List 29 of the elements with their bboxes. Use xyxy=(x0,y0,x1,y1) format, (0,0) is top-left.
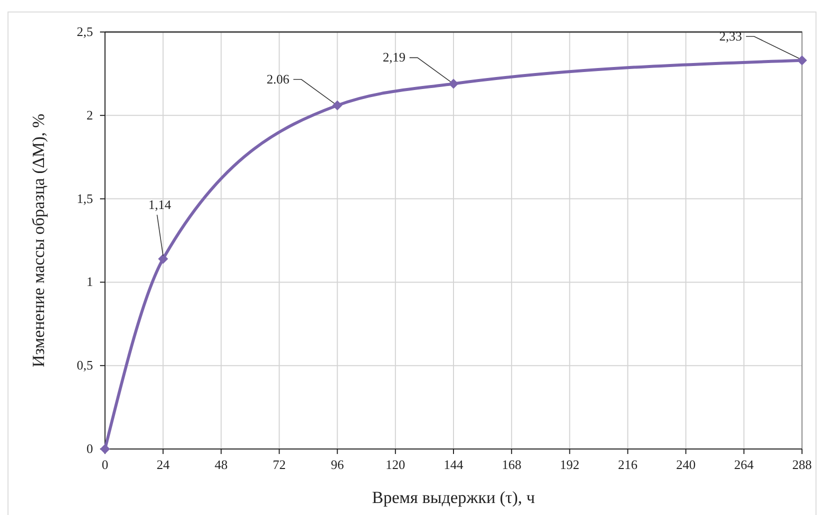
data-label: 1,14 xyxy=(148,196,172,212)
x-tick-label: 168 xyxy=(502,457,522,472)
data-label: 2,33 xyxy=(719,28,742,44)
x-tick-label: 216 xyxy=(618,457,638,472)
point xyxy=(797,55,807,66)
y-tick-label: 2 xyxy=(86,107,93,122)
point xyxy=(158,254,168,264)
x-axis-title: Время выдержки (τ), ч xyxy=(372,488,536,507)
x-tick-label: 192 xyxy=(560,457,580,472)
x-tick-label: 144 xyxy=(444,457,464,472)
y-tick-label: 0 xyxy=(86,441,93,456)
x-tick-label: 288 xyxy=(792,457,812,472)
y-axis-title: Изменение массы образца (ΔM), % xyxy=(29,114,48,368)
x-tick-label: 120 xyxy=(386,457,406,472)
y-tick-label: 0,5 xyxy=(76,358,93,373)
y-tick-label: 2,5 xyxy=(76,24,93,39)
y-tick-label: 1,5 xyxy=(76,190,93,206)
point xyxy=(448,78,458,89)
point xyxy=(332,100,342,110)
data-label: 2,19 xyxy=(382,50,406,65)
x-tick-label: 24 xyxy=(156,457,170,472)
x-tick-label: 96 xyxy=(330,457,344,472)
x-tick-label: 264 xyxy=(734,457,754,472)
data-label: 2.06 xyxy=(266,71,290,86)
x-tick-label: 240 xyxy=(676,457,696,472)
x-tick-label: 72 xyxy=(272,457,286,472)
x-tick-label: 0 xyxy=(102,457,108,472)
y-tick-label: 1 xyxy=(86,274,93,290)
x-tick-label: 48 xyxy=(214,457,228,472)
